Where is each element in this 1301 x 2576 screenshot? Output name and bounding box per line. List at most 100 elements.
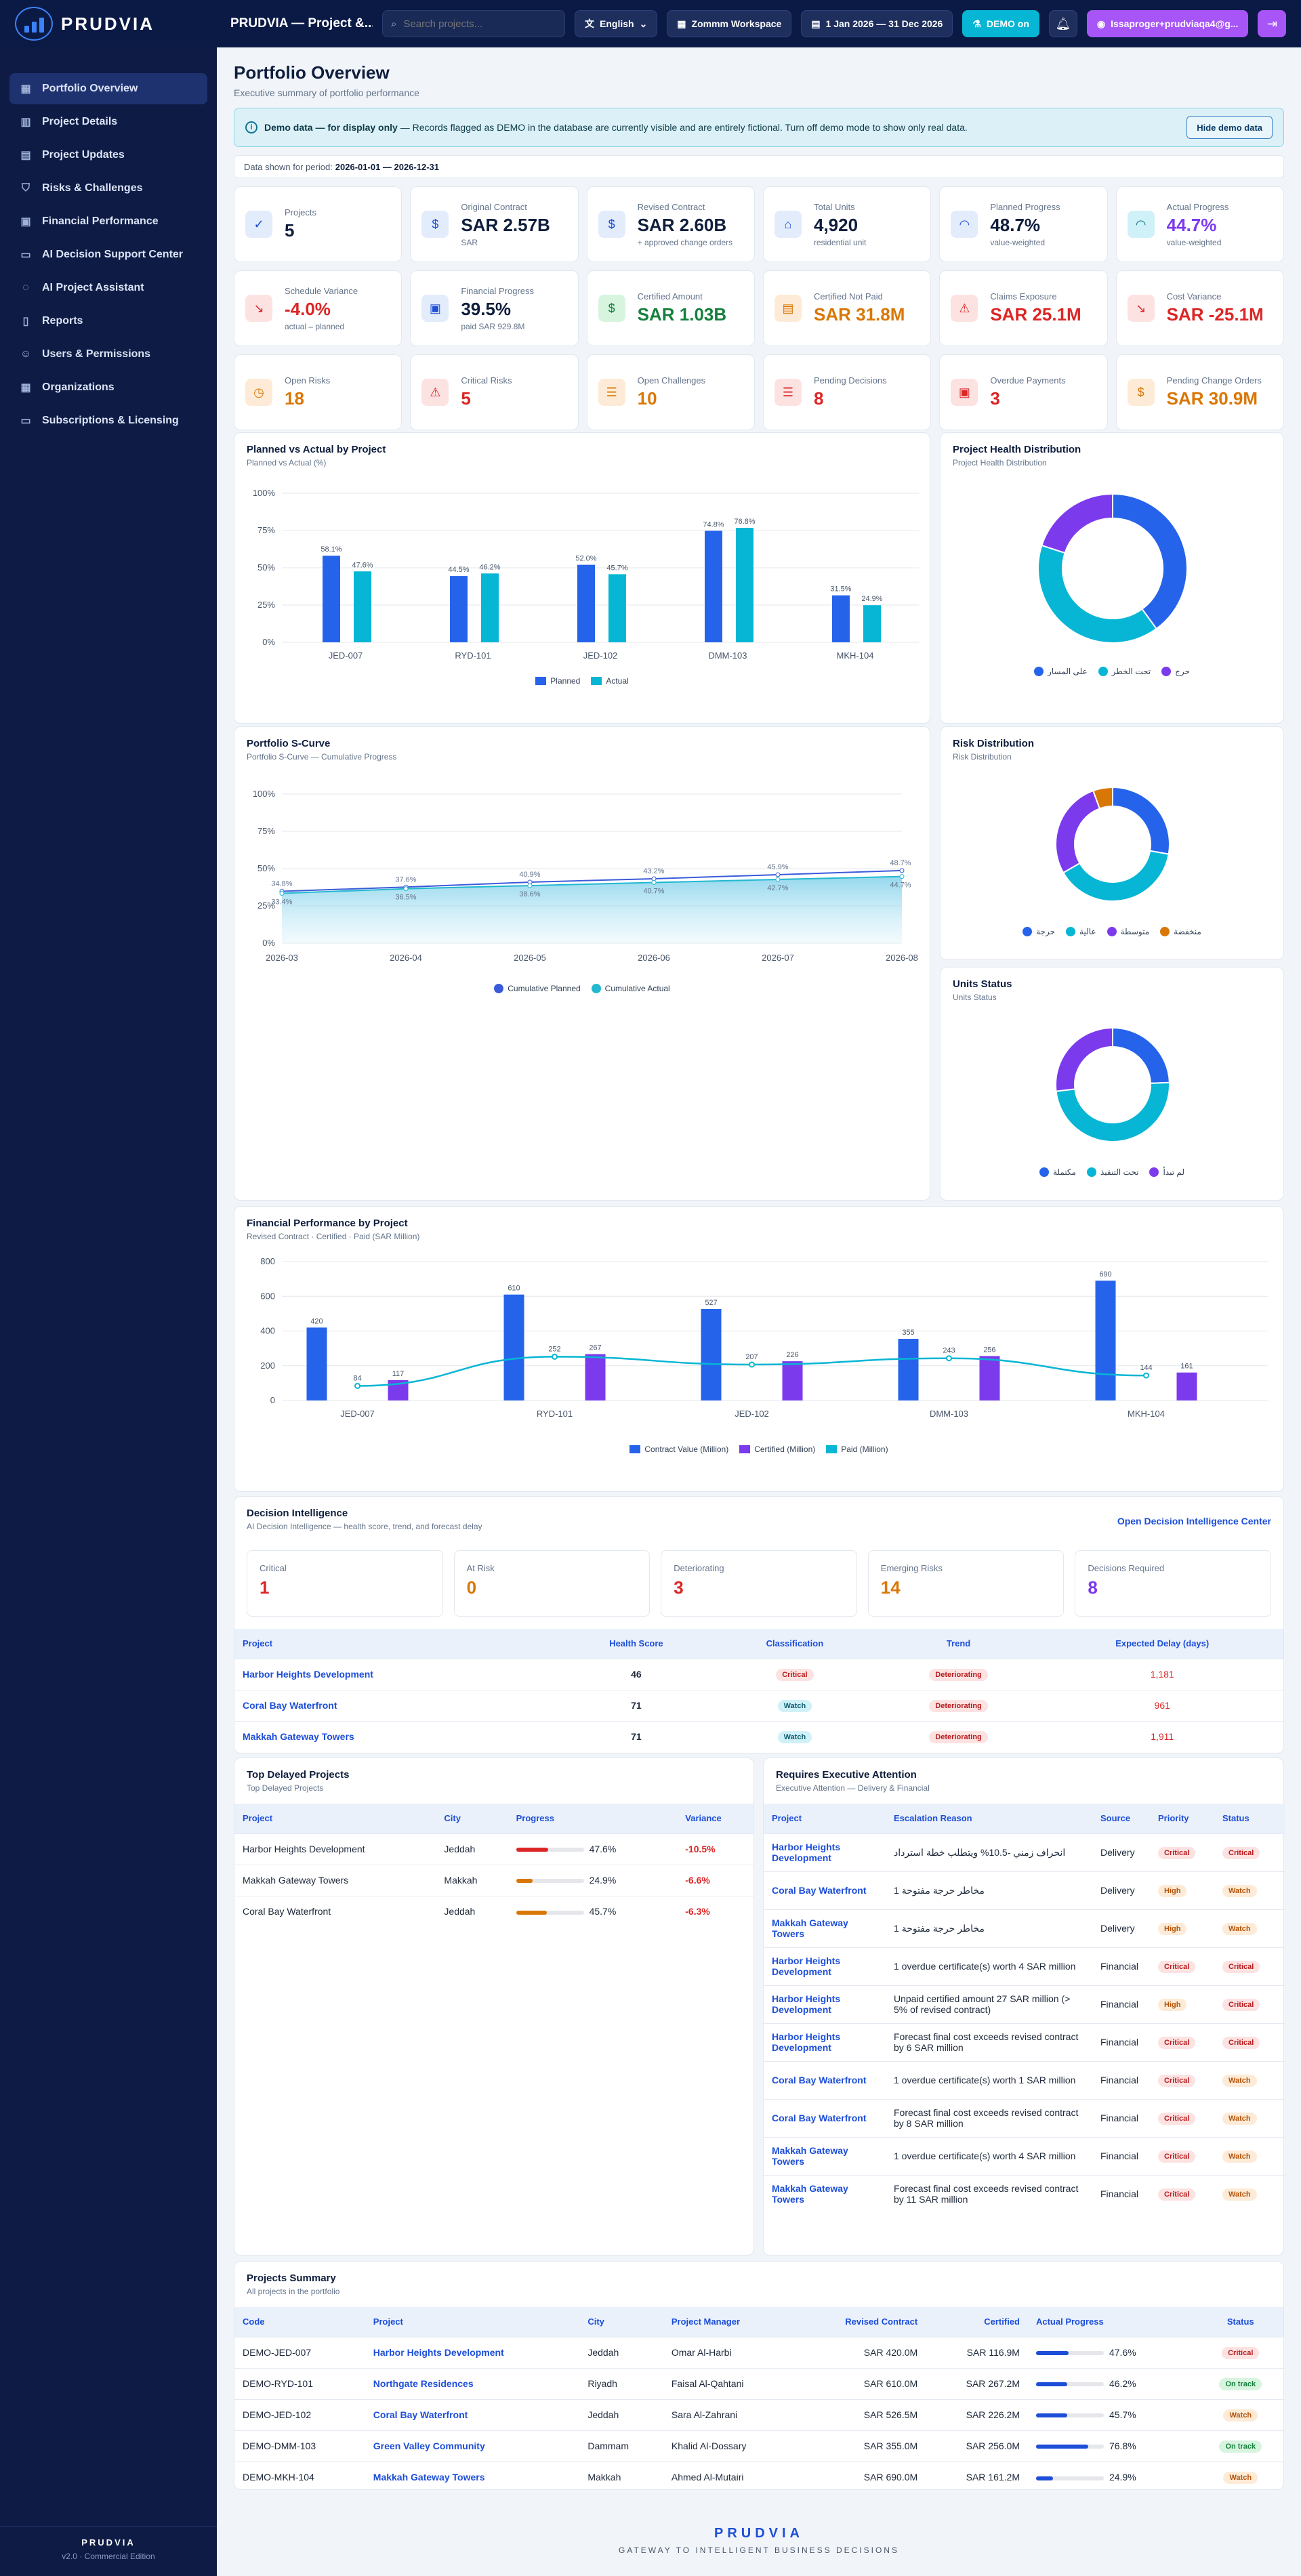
sidebar-item-financial-performance[interactable]: ▣ Financial Performance	[9, 206, 207, 237]
column-header[interactable]: Variance	[677, 1804, 753, 1833]
bar-actual[interactable]	[736, 528, 753, 642]
legend-item[interactable]: على المسار	[1034, 667, 1088, 676]
table-row[interactable]: DEMO-RYD-101 Northgate Residences Riyadh Fa…	[234, 2367, 1283, 2399]
paid-point[interactable]	[354, 1382, 360, 1389]
column-header[interactable]: City	[579, 2307, 663, 2337]
project-link[interactable]: Coral Bay Waterfront	[234, 1689, 559, 1721]
series-point[interactable]	[403, 886, 409, 892]
column-header[interactable]: Status	[1197, 2307, 1283, 2337]
kpi-card[interactable]: $ Revised Contract SAR 2.60B + approved cha…	[586, 186, 755, 262]
donut-slice[interactable]	[1112, 786, 1170, 855]
legend-item[interactable]: متوسطة	[1107, 927, 1149, 936]
paid-point[interactable]	[749, 1361, 755, 1368]
kpi-card[interactable]: ◠ Actual Progress 44.7% value-weighted	[1115, 186, 1284, 262]
legend-item[interactable]: عالية	[1066, 927, 1096, 936]
workspace-select[interactable]: ▦ Zommm Workspace	[667, 10, 792, 37]
table-row[interactable]: Coral Bay Waterfront 1 overdue certificat…	[764, 2060, 1285, 2099]
paid-point[interactable]	[946, 1355, 952, 1362]
search-box[interactable]: ⌕	[382, 10, 565, 37]
bar-planned[interactable]	[705, 531, 722, 642]
bar-planned[interactable]	[450, 576, 468, 642]
series-point[interactable]	[899, 868, 905, 873]
decision-stat[interactable]: Deteriorating 3	[661, 1550, 857, 1617]
table-row[interactable]: DEMO-JED-102 Coral Bay Waterfront Jeddah Sa…	[234, 2398, 1283, 2430]
column-header[interactable]: Project Manager	[663, 2307, 797, 2337]
sidebar-item-portfolio-overview[interactable]: ▦ Portfolio Overview	[9, 73, 207, 104]
series-point[interactable]	[279, 891, 285, 896]
column-header[interactable]: Classification	[714, 1629, 876, 1659]
project-link[interactable]: Coral Bay Waterfront	[764, 2060, 886, 2099]
kpi-card[interactable]: ◷ Open Risks 18	[234, 354, 402, 430]
kpi-card[interactable]: ▤ Certified Not Paid SAR 31.8M	[762, 270, 932, 346]
bar-series-0[interactable]	[1095, 1281, 1116, 1400]
table-row[interactable]: Harbor Heights Development انحراف زمني -1…	[764, 1833, 1285, 1871]
series-point[interactable]	[775, 877, 781, 882]
legend-item[interactable]: Cumulative Actual	[591, 984, 670, 993]
bar-actual[interactable]	[481, 573, 499, 642]
project-link[interactable]: Coral Bay Waterfront	[764, 2098, 886, 2137]
sidebar-item-ai-project-assistant[interactable]: ◌ AI Project Assistant	[9, 272, 207, 304]
series-point[interactable]	[527, 883, 533, 888]
decision-stat[interactable]: Critical 1	[247, 1550, 443, 1617]
legend-item[interactable]: Certified (Million)	[739, 1445, 815, 1454]
brand[interactable]: PRUDVIA	[0, 0, 217, 47]
column-header[interactable]: Status	[1214, 1804, 1285, 1833]
decision-stat[interactable]: Decisions Required 8	[1075, 1550, 1271, 1617]
project-link[interactable]: Makkah Gateway Towers	[764, 1909, 886, 1947]
legend-item[interactable]: Planned	[535, 676, 580, 686]
column-header[interactable]: Project	[234, 1629, 559, 1659]
kpi-card[interactable]: ◠ Planned Progress 48.7% value-weighted	[939, 186, 1108, 262]
bar-actual[interactable]	[608, 574, 626, 642]
series-point[interactable]	[899, 874, 905, 879]
kpi-card[interactable]: ✓ Projects 5	[234, 186, 402, 262]
legend-item[interactable]: حرج	[1161, 667, 1190, 676]
column-header[interactable]: Progress	[508, 1804, 678, 1833]
sidebar-item-project-updates[interactable]: ▤ Project Updates	[9, 140, 207, 171]
donut-slice[interactable]	[1092, 786, 1113, 810]
column-header[interactable]: Expected Delay (days)	[1041, 1629, 1283, 1659]
sidebar-item-users-permissions[interactable]: ☺ Users & Permissions	[9, 339, 207, 370]
column-header[interactable]: Health Score	[558, 1629, 714, 1659]
legend-item[interactable]: منخفضة	[1160, 927, 1201, 936]
table-row[interactable]: Makkah Gateway Towers 71 Watch Deterioratin…	[234, 1720, 1283, 1752]
column-header[interactable]: Source	[1092, 1804, 1150, 1833]
legend-item[interactable]: تحت التنفيذ	[1087, 1167, 1138, 1177]
decision-stat[interactable]: At Risk 0	[453, 1550, 650, 1617]
bar-series-1[interactable]	[782, 1361, 803, 1400]
sidebar-item-organizations[interactable]: ▦ Organizations	[9, 372, 207, 403]
kpi-card[interactable]: ☰ Open Challenges 10	[586, 354, 755, 430]
series-point[interactable]	[775, 872, 781, 877]
donut-slice[interactable]	[1055, 1026, 1113, 1092]
kpi-card[interactable]: ⚠ Claims Exposure SAR 25.1M	[939, 270, 1108, 346]
sidebar-item-subscriptions-licensing[interactable]: ▭ Subscriptions & Licensing	[9, 405, 207, 436]
hide-demo-button[interactable]: Hide demo data	[1186, 116, 1273, 139]
sidebar-item-reports[interactable]: ▯ Reports	[9, 306, 207, 337]
notifications-button[interactable]: 🔔︎	[1048, 10, 1077, 37]
column-header[interactable]: Trend	[875, 1629, 1041, 1659]
bar-series-0[interactable]	[701, 1308, 722, 1400]
kpi-card[interactable]: ☰ Pending Decisions 8	[762, 354, 932, 430]
donut-slice[interactable]	[1112, 1026, 1170, 1084]
project-link[interactable]: Makkah Gateway Towers	[764, 2174, 886, 2213]
column-header[interactable]: Escalation Reason	[886, 1804, 1092, 1833]
paid-point[interactable]	[552, 1353, 558, 1360]
kpi-card[interactable]: $ Certified Amount SAR 1.03B	[586, 270, 755, 346]
project-link[interactable]: Harbor Heights Development	[764, 1985, 886, 2023]
table-row[interactable]: DEMO-DMM-103 Green Valley Community Dammam…	[234, 2430, 1283, 2461]
column-header[interactable]: City	[436, 1804, 508, 1833]
bar-planned[interactable]	[577, 564, 595, 642]
logout-button[interactable]: ⇥	[1258, 10, 1287, 37]
series-line-1[interactable]	[281, 875, 903, 894]
table-row[interactable]: Harbor Heights Development Forecast final…	[764, 2022, 1285, 2061]
kpi-card[interactable]: $ Pending Change Orders SAR 30.9M	[1115, 354, 1284, 430]
kpi-card[interactable]: $ Original Contract SAR 2.57B SAR	[410, 186, 579, 262]
project-link[interactable]: Northgate Residences	[365, 2367, 580, 2399]
table-row[interactable]: Harbor Heights Development 1 overdue cert…	[764, 1947, 1285, 1985]
bar-series-0[interactable]	[306, 1327, 327, 1400]
table-row[interactable]: Coral Bay Waterfront Forecast final cost …	[764, 2098, 1285, 2137]
kpi-card[interactable]: ⚠ Critical Risks 5	[410, 354, 579, 430]
donut-slice[interactable]	[1041, 493, 1113, 554]
language-select[interactable]: 文 English ⌄	[575, 10, 658, 37]
bar-series-0[interactable]	[503, 1294, 524, 1400]
column-header[interactable]: Certified	[926, 2307, 1028, 2337]
